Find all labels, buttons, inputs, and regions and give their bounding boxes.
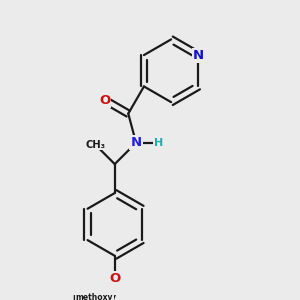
Text: O: O <box>109 272 120 285</box>
Text: methoxy: methoxy <box>76 293 113 300</box>
Text: H: H <box>154 138 163 148</box>
Text: methoxy: methoxy <box>72 293 116 300</box>
Text: N: N <box>130 136 142 149</box>
Text: N: N <box>193 49 204 62</box>
Text: O: O <box>99 94 110 106</box>
Text: CH₃: CH₃ <box>85 140 106 150</box>
